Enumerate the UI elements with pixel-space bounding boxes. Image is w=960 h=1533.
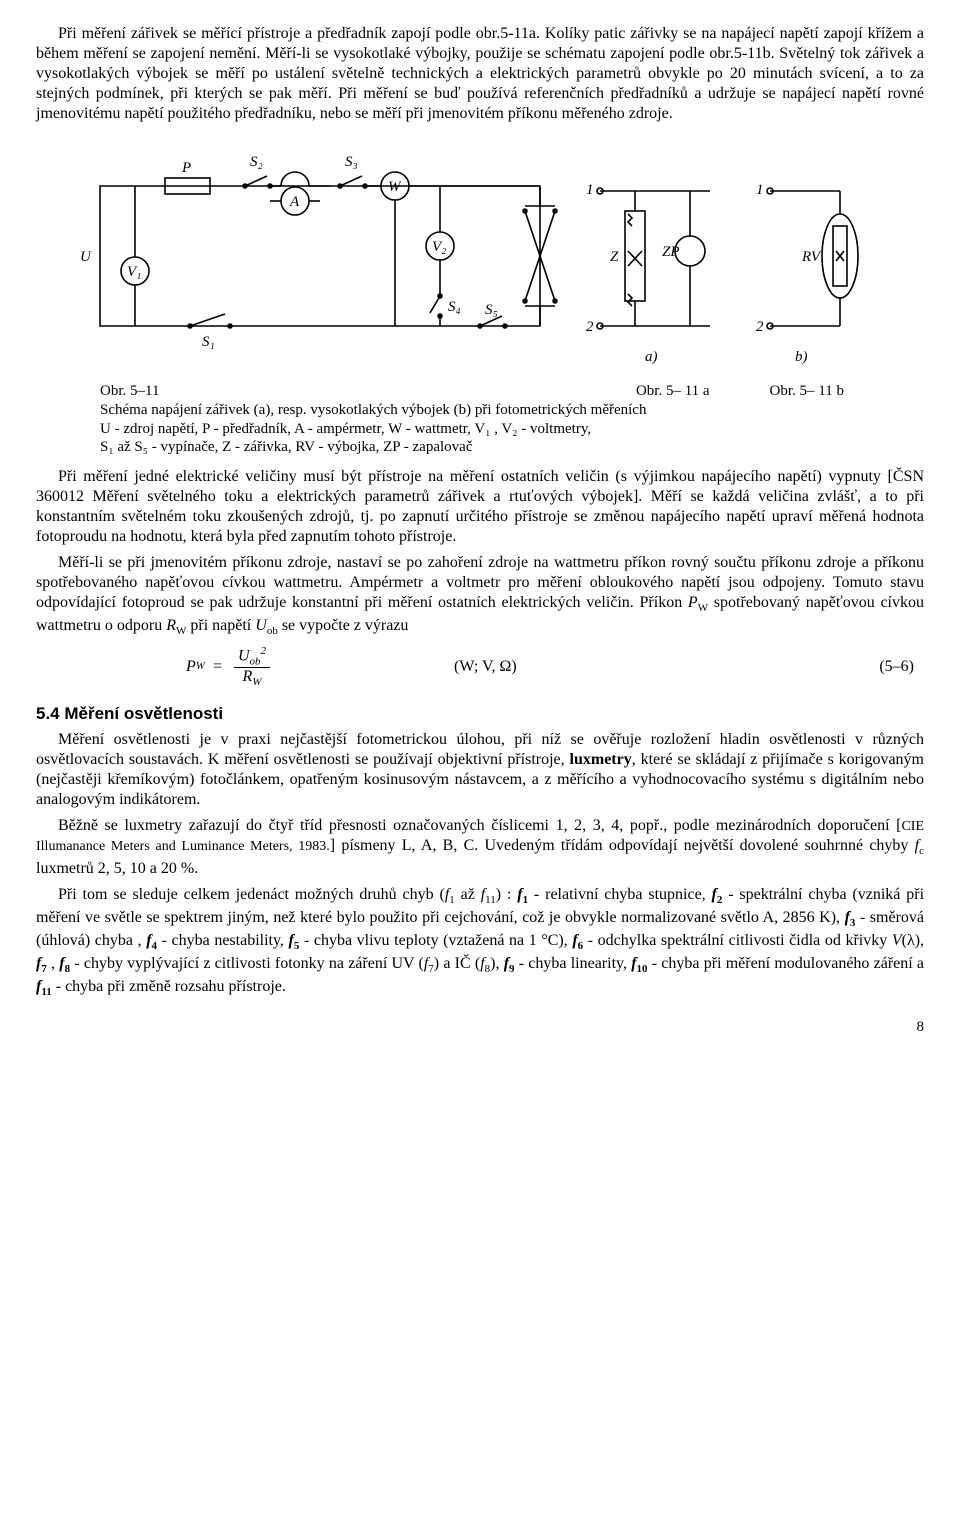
svg-text:S₄: S₄ [448, 299, 461, 315]
svg-text:S₃: S₃ [345, 154, 358, 170]
equation-number: (5–6) [879, 657, 924, 677]
svg-text:RV: RV [801, 249, 822, 265]
figure-5-11: U V₁ P S₂ A S₃ W [36, 136, 924, 376]
svg-text:V₁: V₁ [127, 264, 141, 280]
para-5: Běžně se luxmetry zařazují do čtyř tříd … [36, 816, 924, 879]
caption-line3: U - zdroj napětí, P - předřadník, A - am… [100, 420, 924, 439]
para-2: Při měření jedné elektrické veličiny mus… [36, 467, 924, 547]
svg-text:Z: Z [610, 249, 619, 265]
caption-obr-right: Obr. 5– 11 b [770, 382, 844, 401]
svg-text:1: 1 [586, 182, 594, 198]
svg-text:U: U [80, 249, 92, 265]
svg-text:A: A [289, 194, 300, 210]
svg-text:S₁: S₁ [202, 334, 215, 350]
svg-text:S₂: S₂ [250, 154, 263, 170]
para-4: Měření osvětlenosti je v praxi nejčastěj… [36, 730, 924, 810]
svg-text:P: P [181, 160, 191, 176]
equation-units: (W; V, Ω) [454, 657, 517, 677]
svg-text:S₅: S₅ [485, 302, 498, 318]
para-intro: Při měření zářivek se měřící přístroje a… [36, 24, 924, 124]
caption-line4: S₁ až S₅ - vypínače, Z - zářivka, RV - v… [100, 438, 924, 457]
svg-text:ZP: ZP [662, 244, 680, 260]
caption-obr-left: Obr. 5–11 [100, 382, 159, 401]
svg-text:1: 1 [756, 182, 764, 198]
svg-text:b): b) [795, 349, 808, 365]
para-6: Při tom se sleduje celkem jedenáct možný… [36, 885, 924, 1000]
svg-text:2: 2 [586, 319, 594, 335]
svg-text:2: 2 [756, 319, 764, 335]
svg-text:W: W [388, 179, 402, 195]
svg-text:a): a) [645, 349, 658, 365]
page-number: 8 [36, 1018, 924, 1037]
svg-text:V₂: V₂ [432, 239, 446, 255]
figure-caption: Obr. 5–11 Obr. 5– 11 a Obr. 5– 11 b Sché… [100, 382, 924, 457]
section-heading-5-4: 5.4 Měření osvětlenosti [36, 703, 924, 724]
para-3: Měří-li se při jmenovitém příkonu zdroje… [36, 553, 924, 639]
caption-obr-mid: Obr. 5– 11 a [636, 382, 710, 401]
caption-line2: Schéma napájení zářivek (a), resp. vysok… [100, 401, 924, 420]
equation-5-6: PW = Uob2 RW (W; V, Ω) (5–6) [36, 645, 924, 689]
